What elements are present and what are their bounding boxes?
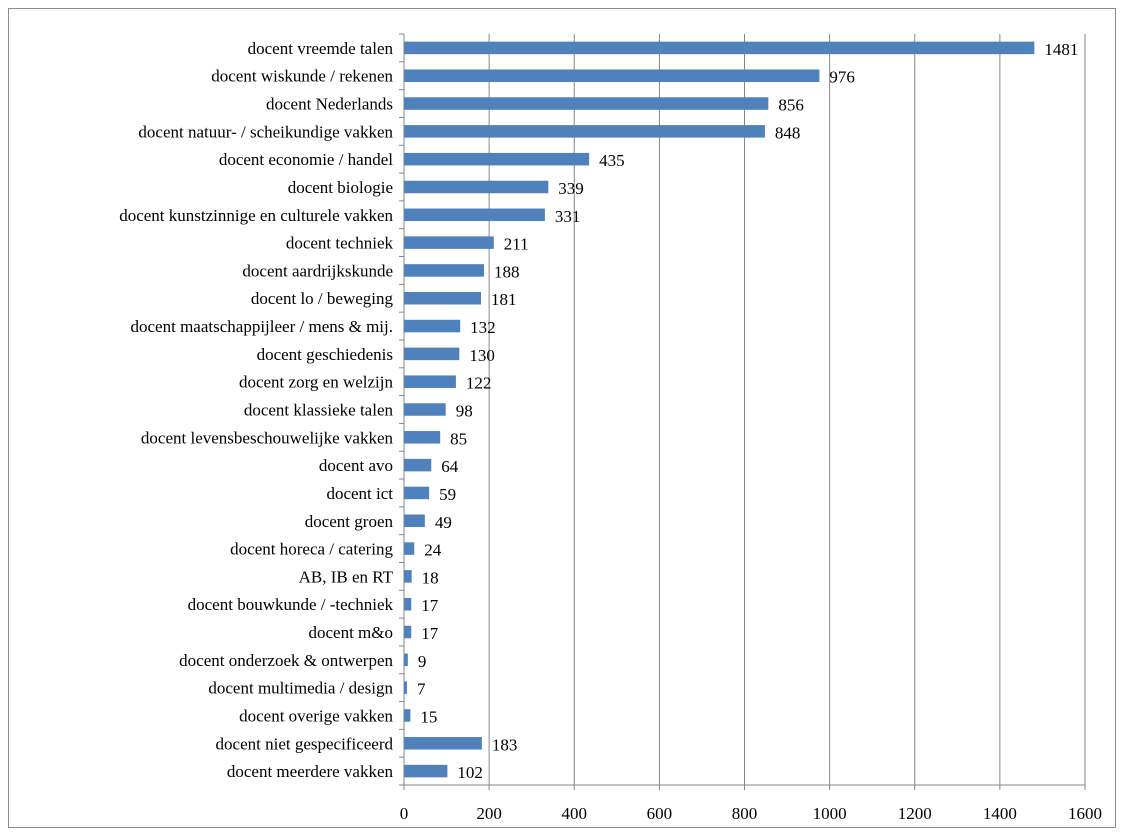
data-label: 132 <box>470 318 496 337</box>
chart-frame <box>8 8 1116 828</box>
category-label: AB, IB en RT <box>299 567 394 586</box>
category-label: docent levensbeschouwelijke vakken <box>141 428 394 447</box>
bar <box>404 458 432 472</box>
bar <box>404 653 408 667</box>
data-label: 848 <box>775 123 801 142</box>
x-tick-label: 600 <box>647 804 673 823</box>
bar <box>404 264 485 277</box>
category-label: docent geschiedenis <box>257 345 393 364</box>
category-label: docent natuur- / scheikundige vakken <box>138 122 393 141</box>
x-tick-label: 1400 <box>983 804 1017 823</box>
x-tick-label: 400 <box>562 804 588 823</box>
category-label: docent maatschappijleer / mens & mij. <box>131 317 393 336</box>
data-label: 24 <box>424 541 442 560</box>
bar <box>404 431 441 444</box>
bar <box>404 514 425 528</box>
bar <box>404 347 460 361</box>
category-label: docent vreemde talen <box>248 39 394 58</box>
category-label: docent klassieke talen <box>244 401 394 420</box>
data-label: 130 <box>469 346 495 365</box>
x-tick-label: 1600 <box>1068 804 1102 823</box>
bar <box>404 542 415 555</box>
data-label: 211 <box>504 235 529 254</box>
bar <box>404 319 461 333</box>
category-label: docent avo <box>319 456 393 475</box>
category-label: docent onderzoek & ontwerpen <box>179 651 393 670</box>
data-label: 1481 <box>1044 40 1078 59</box>
data-label: 59 <box>439 485 456 504</box>
data-label: 9 <box>418 652 427 671</box>
data-label: 17 <box>421 596 439 615</box>
category-label: docent wiskunde / rekenen <box>211 67 393 86</box>
bar <box>404 152 590 166</box>
data-label: 17 <box>421 624 439 643</box>
category-label: docent Nederlands <box>266 95 393 114</box>
category-label: docent horeca / catering <box>230 540 393 559</box>
bar <box>404 97 769 110</box>
data-label: 331 <box>555 207 581 226</box>
bar <box>404 41 1035 55</box>
data-label: 856 <box>778 96 804 115</box>
category-label: docent economie / handel <box>219 150 393 169</box>
bar <box>404 625 412 639</box>
category-label: docent zorg en welzijn <box>239 373 394 392</box>
data-label: 15 <box>420 707 437 726</box>
x-tick-label: 800 <box>732 804 758 823</box>
category-label: docent meerdere vakken <box>227 762 394 781</box>
bar <box>404 570 412 583</box>
data-label: 102 <box>457 763 483 782</box>
data-label: 85 <box>450 429 467 448</box>
category-label: docent niet gespecificeerd <box>216 734 394 753</box>
bar <box>404 125 765 138</box>
data-label: 18 <box>422 568 439 587</box>
x-tick-label: 200 <box>476 804 502 823</box>
category-label: docent multimedia / design <box>208 679 393 698</box>
data-label: 122 <box>466 374 492 393</box>
x-tick-label: 1000 <box>813 804 847 823</box>
category-label: docent aardrijkskunde <box>242 261 393 280</box>
category-label: docent m&o <box>308 623 393 642</box>
category-label: docent groen <box>305 512 394 531</box>
bar <box>404 709 411 722</box>
bar <box>404 236 494 249</box>
data-label: 7 <box>417 680 426 699</box>
category-label: docent techniek <box>286 234 394 253</box>
bar <box>404 681 407 694</box>
bar <box>404 180 549 194</box>
bars <box>404 41 1035 778</box>
bar <box>404 375 456 388</box>
data-label: 435 <box>599 151 625 170</box>
bar <box>404 486 430 500</box>
labels: 0 200 400 600 800 1000 1200 1400 1600 docent vree… <box>119 39 1102 823</box>
bar <box>404 597 412 611</box>
bar <box>404 764 448 778</box>
bar <box>404 737 482 750</box>
bar <box>404 403 446 416</box>
category-label: docent lo / beweging <box>251 289 394 308</box>
data-label: 64 <box>441 457 459 476</box>
bar <box>404 69 820 82</box>
axes <box>399 33 1086 790</box>
x-tick-label: 1200 <box>898 804 932 823</box>
bar <box>404 291 482 305</box>
data-label: 49 <box>435 513 452 532</box>
data-label: 339 <box>558 179 584 198</box>
category-label: docent kunstzinnige en culturele vakken <box>119 206 393 225</box>
data-label: 181 <box>491 290 516 309</box>
data-label: 188 <box>494 262 519 281</box>
category-label: docent biologie <box>288 178 393 197</box>
category-label: docent overige vakken <box>239 706 393 725</box>
x-tick-label: 0 <box>400 804 409 823</box>
category-label: docent ict <box>326 484 393 503</box>
data-label: 976 <box>829 68 855 87</box>
data-label: 98 <box>456 402 473 421</box>
grid-lines <box>488 34 1086 785</box>
bar <box>404 208 545 222</box>
category-label: docent bouwkunde / -techniek <box>188 595 394 614</box>
data-label: 183 <box>492 735 518 754</box>
